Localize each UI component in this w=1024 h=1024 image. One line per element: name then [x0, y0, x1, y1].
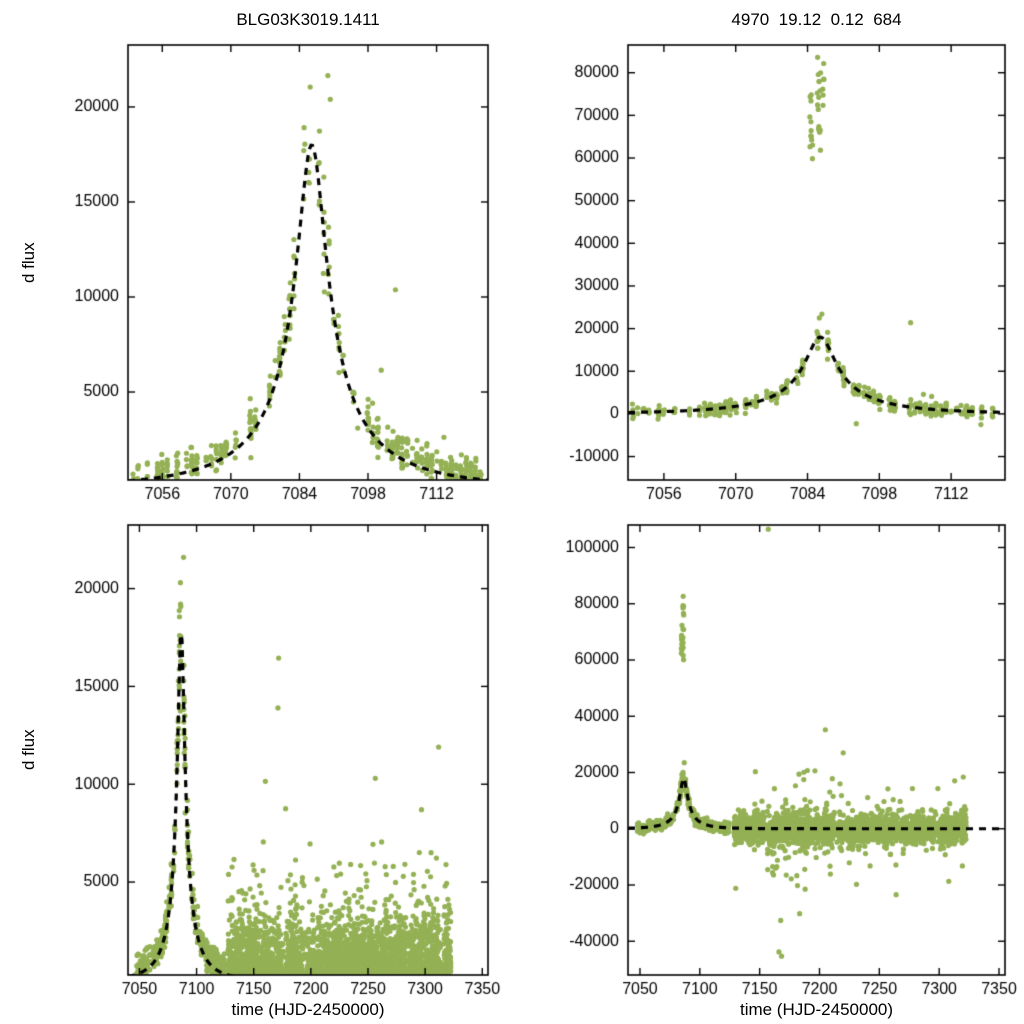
panel-title-top-right: 4970 19.12 0.12 684: [731, 10, 902, 29]
panel-title-top-left: BLG03K3019.1411: [236, 10, 380, 29]
y-axis-label-bottom-left: d flux: [19, 729, 38, 771]
y-axis-label-top-left: d flux: [19, 242, 38, 283]
x-axis-label-bottom-left: time (HJD-2450000): [231, 1000, 385, 1019]
x-axis-label-bottom-right: time (HJD-2450000): [739, 1000, 894, 1019]
